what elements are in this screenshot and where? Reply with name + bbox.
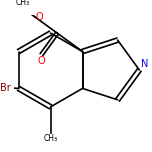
Text: Br: Br — [0, 83, 11, 93]
Text: O: O — [35, 12, 43, 22]
Text: CH₃: CH₃ — [43, 134, 58, 143]
Text: CH₃: CH₃ — [16, 0, 30, 7]
Text: N: N — [141, 59, 149, 69]
Text: O: O — [38, 56, 45, 66]
